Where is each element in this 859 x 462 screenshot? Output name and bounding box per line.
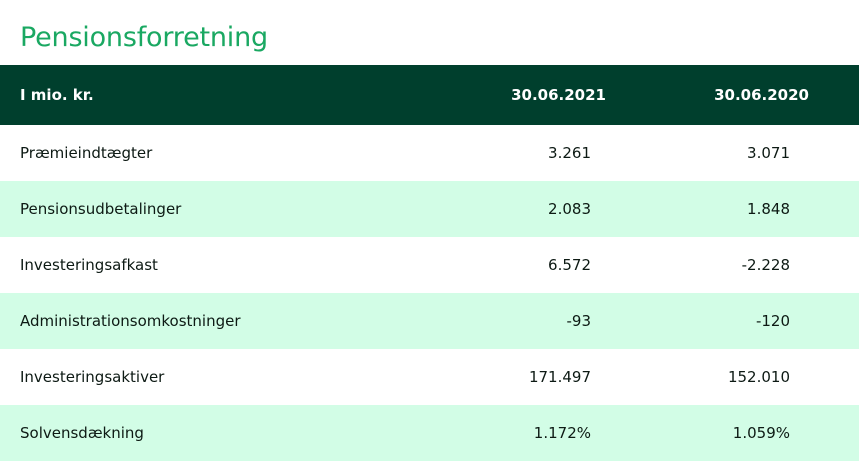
table-row: Pensionsudbetalinger 2.083 1.848 [0,181,859,237]
row-label: Investeringsafkast [20,256,158,274]
value-2021: -93 [566,312,592,330]
table-row: Investeringsaktiver 171.497 152.010 [0,349,859,405]
value-2021: 3.261 [548,144,591,162]
table-header-row: I mio. kr. 30.06.2021 30.06.2020 [0,65,859,125]
value-2020: 1.848 [747,200,790,218]
page-title: Pensionsforretning [20,22,268,53]
table-row: Præmieindtægter 3.261 3.071 [0,125,859,181]
row-label: Solvensdækning [20,424,144,442]
header-col-2020: 30.06.2020 [714,86,809,104]
row-label: Præmieindtægter [20,144,153,162]
table-row: Solvensdækning 1.172% 1.059% [0,405,859,461]
table-row: Administrationsomkostninger -93 -120 [0,293,859,349]
header-col-2021: 30.06.2021 [511,86,606,104]
row-label: Pensionsudbetalinger [20,200,182,218]
value-2021: 1.172% [533,424,591,442]
table-row: Investeringsafkast 6.572 -2.228 [0,237,859,293]
value-2020: -2.228 [741,256,790,274]
financial-table: I mio. kr. 30.06.2021 30.06.2020 Præmiei… [0,65,859,461]
header-unit-label: I mio. kr. [20,86,94,104]
value-2021: 2.083 [548,200,591,218]
row-label: Investeringsaktiver [20,368,165,386]
value-2020: -120 [755,312,790,330]
value-2021: 6.572 [548,256,591,274]
row-label: Administrationsomkostninger [20,312,241,330]
value-2020: 1.059% [732,424,790,442]
value-2021: 171.497 [528,368,591,386]
value-2020: 152.010 [727,368,790,386]
value-2020: 3.071 [747,144,790,162]
